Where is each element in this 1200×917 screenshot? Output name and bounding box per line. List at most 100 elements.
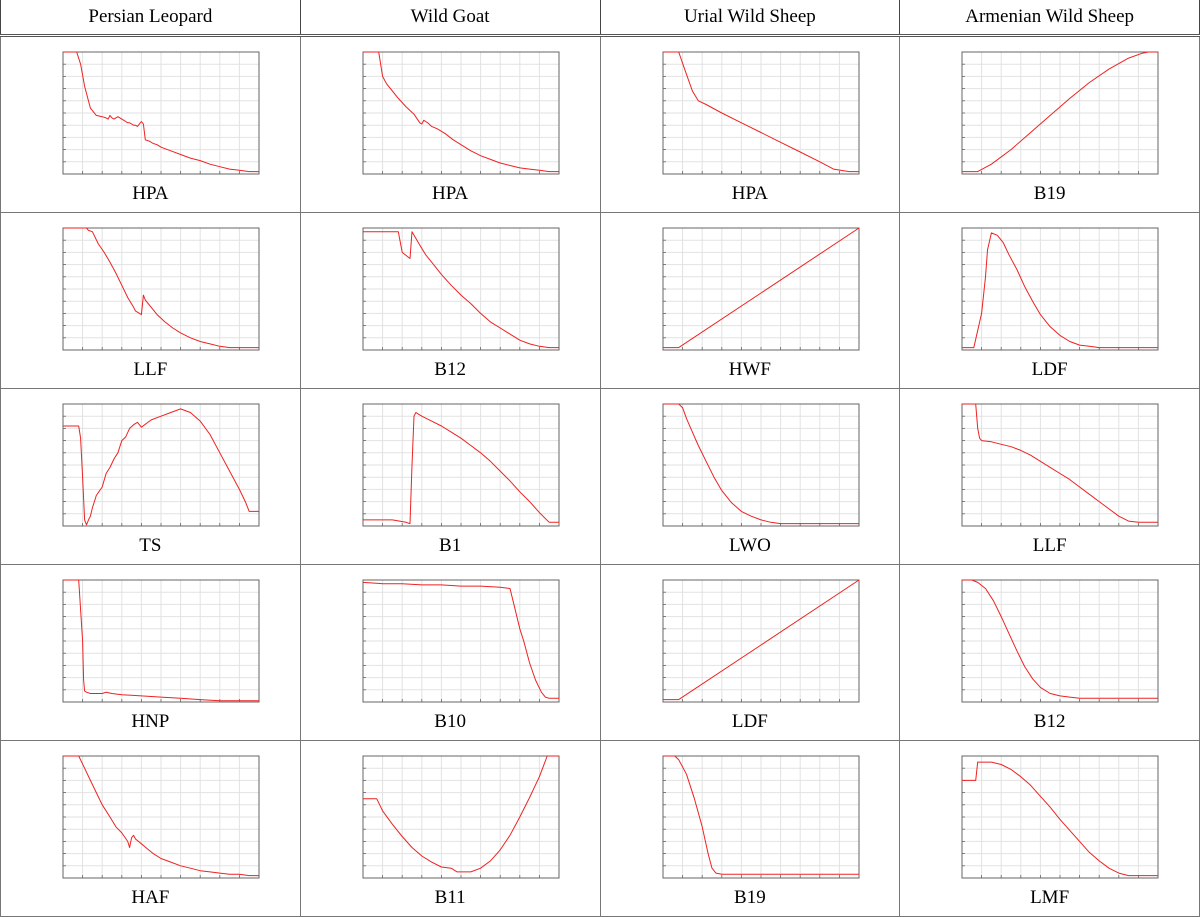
line-plot	[362, 227, 560, 351]
plot-area	[301, 389, 600, 531]
plot-label: B19	[1033, 183, 1066, 204]
plot-area	[1, 389, 300, 531]
series-line	[662, 403, 859, 525]
plot-area	[900, 389, 1199, 531]
plot-label: LDF	[731, 711, 768, 732]
plot-frame	[961, 227, 1159, 351]
plot-label: HPA	[132, 183, 169, 204]
plot-cell: B1	[299, 388, 601, 565]
series-line	[662, 755, 859, 875]
plot-cell: HPA	[0, 35, 301, 213]
plot-frame	[961, 403, 1159, 527]
plot-area	[301, 213, 600, 355]
column-header-armenian-wild-sheep: Armenian Wild Sheep	[899, 0, 1200, 37]
line-plot	[362, 403, 560, 527]
plot-cell: B19	[899, 35, 1200, 213]
plot-frame	[362, 579, 560, 703]
plot-label: HNP	[131, 711, 170, 732]
plot-label: LMF	[1030, 887, 1070, 908]
plot-area	[301, 565, 600, 707]
plot-area	[1, 37, 300, 179]
line-plot	[662, 403, 859, 527]
plot-cell: B10	[299, 564, 601, 741]
plot-frame	[662, 755, 859, 879]
plot-label: B19	[734, 887, 766, 908]
plot-area	[301, 37, 600, 179]
column-header-persian-leopard: Persian Leopard	[0, 0, 301, 37]
plot-frame	[362, 227, 560, 351]
series-line	[362, 581, 559, 699]
plot-area	[1, 741, 300, 883]
plot-frame	[62, 403, 260, 527]
plot-area	[900, 37, 1199, 179]
plot-frame	[62, 51, 260, 175]
plot-area	[900, 565, 1199, 707]
plot-frame	[662, 579, 859, 703]
plot-frame	[62, 227, 260, 351]
plot-label: LLF	[1032, 535, 1067, 556]
plot-label: HPA	[731, 183, 768, 204]
line-plot	[961, 755, 1159, 879]
line-plot	[662, 579, 859, 703]
line-plot	[362, 579, 560, 703]
series-line	[662, 227, 859, 349]
series-line	[962, 403, 1159, 523]
series-line	[63, 579, 259, 702]
line-plot	[961, 403, 1159, 527]
plot-area	[900, 741, 1199, 883]
plot-cell: HWF	[599, 212, 901, 389]
plot-cell: LDF	[899, 212, 1200, 389]
plot-cell: B19	[599, 740, 901, 917]
line-plot	[961, 51, 1159, 175]
plot-label: B10	[434, 711, 466, 732]
plot-frame	[961, 755, 1159, 879]
plot-cell: HPA	[599, 35, 901, 213]
series-line	[63, 51, 259, 173]
series-line	[962, 761, 1159, 877]
plot-frame	[362, 51, 560, 175]
plot-frame	[62, 755, 260, 879]
series-line	[63, 755, 259, 877]
series-line	[63, 227, 259, 349]
plot-cell: LMF	[899, 740, 1200, 917]
plot-area	[601, 37, 900, 179]
line-plot	[662, 755, 859, 879]
plot-cell: LWO	[599, 388, 901, 565]
column-header-urial-wild-sheep: Urial Wild Sheep	[599, 0, 901, 37]
table-row: HAF B11 B19 LMF	[0, 740, 1200, 917]
plot-area	[1, 213, 300, 355]
plot-area	[1, 565, 300, 707]
table-row: HPA HPA HPA B19	[0, 35, 1200, 213]
plot-label: HAF	[131, 887, 170, 908]
plot-frame	[362, 755, 560, 879]
line-plot	[961, 227, 1159, 351]
table-row: HNP B10 LDF B12	[0, 564, 1200, 741]
plot-frame	[961, 579, 1159, 703]
plot-cell: LDF	[599, 564, 901, 741]
plot-cell: HNP	[0, 564, 301, 741]
series-line	[962, 232, 1159, 349]
line-plot	[62, 51, 260, 175]
plot-frame	[662, 403, 859, 527]
plot-frame	[662, 227, 859, 351]
plot-label: HWF	[728, 359, 771, 380]
line-plot	[62, 755, 260, 879]
line-plot	[662, 227, 859, 351]
column-header-wild-goat: Wild Goat	[299, 0, 601, 37]
plot-cell: LLF	[0, 212, 301, 389]
plot-area	[601, 741, 900, 883]
plot-area	[601, 213, 900, 355]
plot-area	[900, 213, 1199, 355]
plot-label: B11	[434, 887, 466, 908]
plot-label: LDF	[1031, 359, 1068, 380]
line-plot	[62, 227, 260, 351]
plot-frame	[961, 51, 1159, 175]
plot-label: B12	[1033, 711, 1066, 732]
plot-label: B1	[439, 535, 462, 556]
series-line	[662, 51, 859, 173]
plot-label: TS	[139, 535, 162, 556]
plot-cell: LLF	[899, 388, 1200, 565]
plot-area	[301, 741, 600, 883]
plot-label: HPA	[431, 183, 469, 204]
plot-cell: HAF	[0, 740, 301, 917]
